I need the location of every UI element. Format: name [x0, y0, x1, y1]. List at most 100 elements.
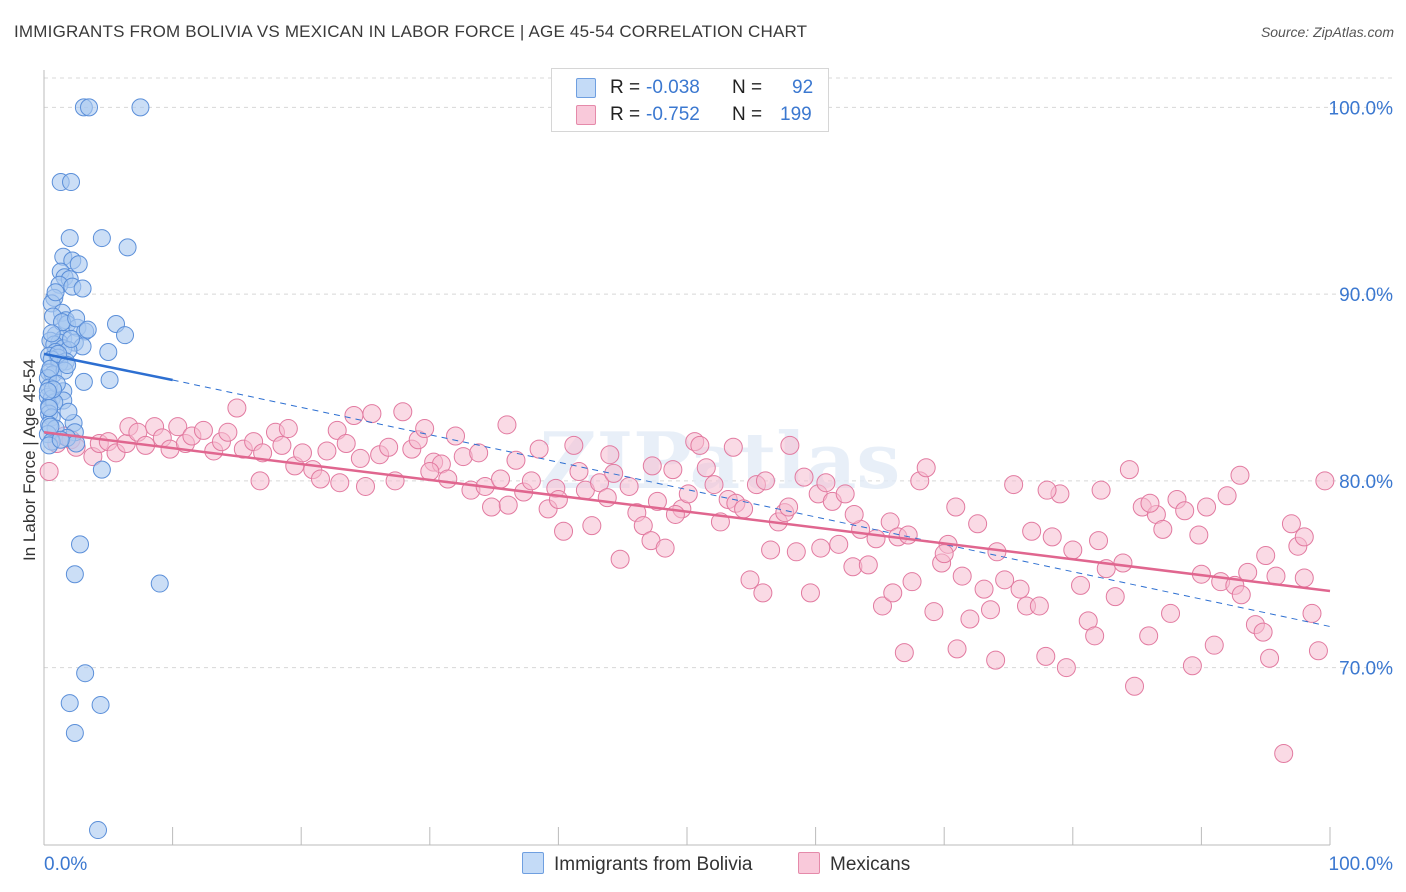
bolivia-point [62, 329, 81, 348]
bolivia-point [91, 695, 110, 714]
source-label: Source: ZipAtlas.com [1260, 24, 1394, 40]
bolivia-point [74, 372, 93, 391]
mexican-point [1125, 676, 1145, 696]
mexican-point [278, 419, 298, 439]
bolivia-point [80, 98, 99, 117]
mexican-point [1140, 493, 1160, 513]
mexican-point [469, 443, 489, 463]
mexican-point [678, 484, 698, 504]
mexican-point [582, 516, 602, 536]
mexican-point [1071, 575, 1091, 595]
mexican-point [872, 596, 892, 616]
bolivia-point [41, 359, 60, 378]
bolivia-n-value: 92 [792, 77, 814, 98]
mexican-point [811, 538, 831, 558]
mexican-point [292, 443, 312, 463]
mexican-point [1189, 525, 1209, 545]
mexican-point [1302, 603, 1322, 623]
mexican-point [858, 555, 878, 575]
mexican-point [1260, 648, 1280, 668]
bolivia-point [38, 382, 57, 401]
mexican-point [1294, 527, 1314, 547]
bolivia-point [92, 460, 111, 479]
bolivia-swatch [576, 78, 596, 98]
mexican-point [755, 471, 775, 491]
bolivia-point [116, 326, 135, 345]
mexican-point [1197, 497, 1217, 517]
mexican-point [497, 415, 517, 435]
mexican-point [829, 534, 849, 554]
mexican-point [619, 476, 639, 496]
mexican-point [310, 469, 330, 489]
mexican-point [1022, 521, 1042, 541]
mexican-point [1230, 465, 1250, 485]
mexican-point [924, 602, 944, 622]
mexican-point [600, 445, 620, 465]
mexican-point [647, 491, 667, 511]
bolivia-point [92, 229, 111, 248]
mexican-point [898, 525, 918, 545]
mexican-point [704, 475, 724, 495]
mexican-point [482, 497, 502, 517]
mexican-point [344, 405, 364, 425]
mexican-point [916, 458, 936, 478]
mexican-point [723, 437, 743, 457]
mexican-point [250, 471, 270, 491]
correlation-legend: R = -0.038 N = 92 R = -0.752 N = 199 [551, 68, 829, 132]
mexican-point [1256, 546, 1276, 566]
mexican-point [1231, 585, 1251, 605]
mexican-point [1089, 531, 1109, 551]
bolivia-point [60, 229, 79, 248]
mexican-point [894, 643, 914, 663]
mexican-point [506, 450, 526, 470]
mexicans-legend-swatch [798, 852, 820, 874]
mexican-point [663, 460, 683, 480]
r-label: R = [610, 77, 641, 98]
bolivia-point [65, 565, 84, 584]
mexican-point [642, 456, 662, 476]
mexican-point [1315, 471, 1335, 491]
mexican-point [1274, 743, 1294, 763]
mexican-point [1063, 540, 1083, 560]
mexican-point [974, 579, 994, 599]
mexican-point [1037, 480, 1057, 500]
mexican-point [780, 435, 800, 455]
mexican-point [779, 497, 799, 517]
mexican-point [1105, 587, 1125, 607]
bolivia-point [46, 283, 65, 302]
mexican-point [193, 420, 213, 440]
mexican-point [1042, 527, 1062, 547]
x-tick-label-start: 0.0% [44, 854, 87, 875]
mexican-point [272, 435, 292, 455]
mexican-point [491, 469, 511, 489]
mexican-point [1153, 519, 1173, 539]
mexican-point [548, 490, 568, 510]
mexican-point [336, 433, 356, 453]
mexican-point [554, 521, 574, 541]
mexican-point [498, 495, 518, 515]
mexican-point [960, 609, 980, 629]
mexican-point [995, 570, 1015, 590]
mexican-point [946, 497, 966, 517]
mexican-point [1010, 579, 1030, 599]
bolivia-point [71, 535, 90, 554]
x-tick-label-end: 100.0% [1329, 854, 1394, 875]
bolivia-point [89, 821, 108, 840]
mexican-point [356, 476, 375, 496]
mexican-point [794, 467, 814, 487]
mexicans-swatch [576, 105, 596, 125]
mexican-point [880, 512, 900, 532]
mexican-point [902, 572, 922, 592]
mexican-point [362, 404, 382, 424]
bolivia-r-value: -0.038 [646, 77, 700, 98]
mexican-point [665, 504, 685, 524]
bolivia-point [62, 173, 81, 192]
r-label: R = [610, 104, 641, 125]
bolivia-point [60, 694, 79, 713]
mexican-point [610, 549, 630, 569]
mexican-point [590, 473, 610, 493]
mexican-point [350, 448, 370, 468]
bolivia-point [40, 399, 59, 418]
bottom-legend-mexicans: Mexicans [798, 852, 910, 876]
